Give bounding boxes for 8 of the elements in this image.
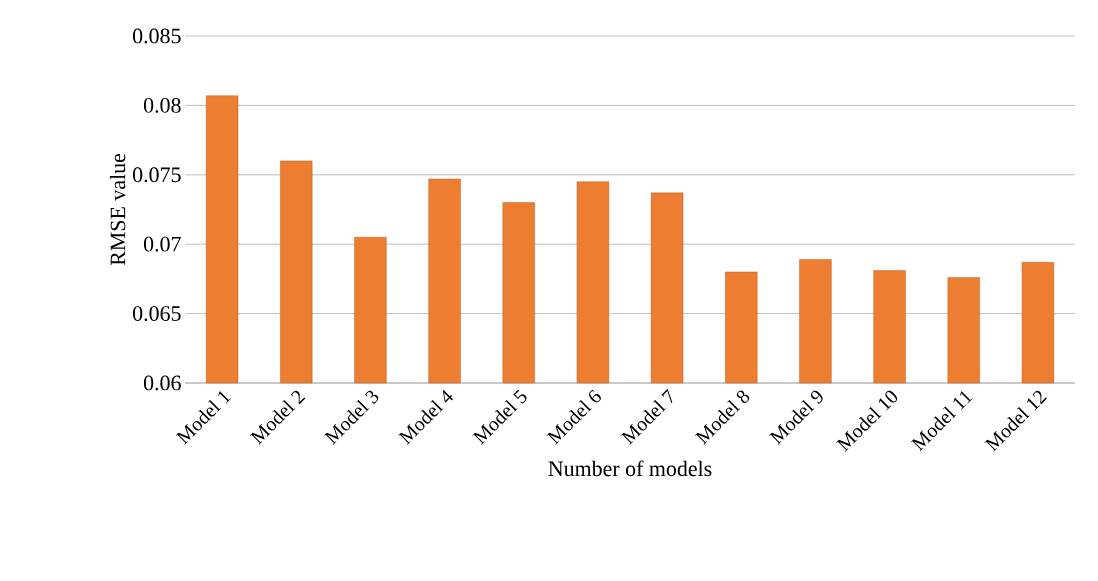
y-tick-label: 0.06 [143, 375, 181, 391]
x-axis-title: Number of models [548, 460, 712, 477]
y-tick-label: 0.075 [132, 167, 181, 183]
y-tick-label: 0.085 [132, 28, 181, 44]
y-tick-label: 0.07 [143, 236, 181, 252]
y-tick-label: 0.065 [132, 306, 181, 322]
y-tick-label: 0.08 [143, 97, 181, 113]
y-axis-title: RMSE value [109, 153, 126, 266]
